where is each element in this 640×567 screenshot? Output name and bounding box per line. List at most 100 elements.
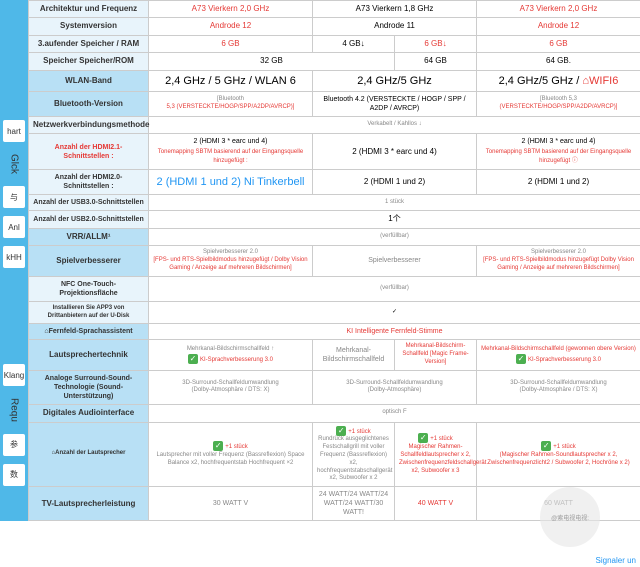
label-rom: Speicher Speicher/ROM xyxy=(29,53,149,70)
check-icon: ✓ xyxy=(418,433,428,443)
row-wlan: WLAN-Band 2,4 GHz / 5 GHz / WLAN 6 2,4 G… xyxy=(29,70,640,91)
cell-ram-d: 6 GB↓ xyxy=(395,35,477,52)
check-icon: ✓ xyxy=(541,441,551,451)
cell-ram-b: 6 GB xyxy=(149,35,313,52)
check-icon: ✓ xyxy=(213,441,223,451)
row-gameenh: Spielverbesserer Spielverbesserer 2.0[FP… xyxy=(29,246,640,276)
sidebar-item-hart[interactable]: hart xyxy=(3,120,25,142)
cell-sysver-b: Androde 12 xyxy=(149,18,313,35)
row-power: TV-Lautsprecherleistung 30 WATT V 24 WAT… xyxy=(29,487,640,521)
cell-bt-b: [Bluetooth5,3 (VERSTECKTE/HOGP/SPP/A2DP/… xyxy=(149,91,313,116)
label-app3rd: Installieren Sie APP3 von Drittanbietern… xyxy=(29,301,149,324)
row-speakers2: ⌂Anzahl der Lautsprecher ✓+1 stückLautsp… xyxy=(29,422,640,487)
row-bt: Bluetooth-Version [Bluetooth5,3 (VERSTEC… xyxy=(29,91,640,116)
sidebar-item-yu[interactable]: 与 xyxy=(3,186,25,208)
label-netmethod: Netzwerkverbindungsmethode xyxy=(29,117,149,134)
cell-speaker-d2: Mehrkanal-Bildschirmschallfeld (gewonnen… xyxy=(477,340,640,370)
row-vrr: VRR/ALLM¹ (verfüllbar) xyxy=(29,228,640,245)
spec-table-container: Architektur und Frequenz A73 Vierkern 2,… xyxy=(28,0,640,521)
cell-ram-d2: 6 GB xyxy=(477,35,640,52)
cell-speaker-d: Mehrkanal-Bildschirm-Schallfeld [Magic F… xyxy=(395,340,477,370)
cell-gameenh-d: Spielverbesserer 2.0[FPS- und RTS-Spielb… xyxy=(477,246,640,276)
cell-arch-c: A73 Vierkern 1,8 GHz xyxy=(313,1,477,18)
cell-speakers2-d2: ✓+1 stück(Magischer Rahmen-Soundlautspre… xyxy=(477,422,640,487)
cell-rom-c: 64 GB xyxy=(395,53,477,70)
row-hdmi21: Anzahl der HDMI2.1-Schnittstellen : 2 (H… xyxy=(29,134,640,170)
label-voice: ⌂Fernfeld-Sprachassistent xyxy=(29,324,149,340)
cell-power-b: 30 WATT V xyxy=(149,487,313,521)
cell-surround-d: 3D-Surround-Schallfeldumwandlung(Dolby-A… xyxy=(477,370,640,404)
sidebar-item-anl[interactable]: Anl xyxy=(3,216,25,238)
sidebar-item-requ[interactable]: Requ xyxy=(9,398,20,422)
cell-voice: KI Intelligente Fernfeld-Stimme xyxy=(149,324,640,340)
check-icon: ✓ xyxy=(336,426,346,436)
row-voice: ⌂Fernfeld-Sprachassistent KI Intelligent… xyxy=(29,324,640,340)
cell-gameenh-c: Spielverbesserer xyxy=(313,246,477,276)
cell-netmethod: Verkabelt / Kahllos ↓ xyxy=(149,117,640,134)
label-power: TV-Lautsprecherleistung xyxy=(29,487,149,521)
row-usb20: Anzahl der USB2.0-Schnittstellen 1个 xyxy=(29,211,640,228)
cell-usb30: 1 stück xyxy=(149,195,640,211)
cell-rom-b: 32 GB xyxy=(149,53,395,70)
check-icon: ✓ xyxy=(516,354,526,364)
cell-bt-c: Bluetooth 4.2 (VERSTECKTE / HOGP / SPP /… xyxy=(313,91,477,116)
cell-hdmi21-d: 2 (HDMI 3 * earc und 4)Tonemapping SBTM … xyxy=(477,134,640,170)
cell-usb20: 1个 xyxy=(149,211,640,228)
row-usb30: Anzahl der USB3.0-Schnittstellen 1 stück xyxy=(29,195,640,211)
cell-power-d: 40 WATT V xyxy=(395,487,477,521)
label-surround: Analoge Surround-Sound-Technologie (Soun… xyxy=(29,370,149,404)
cell-ram-c: 4 GB↓ xyxy=(313,35,395,52)
cell-gameenh-b: Spielverbesserer 2.0[FPS- und RTS-Spielb… xyxy=(149,246,313,276)
label-usb30: Anzahl der USB3.0-Schnittstellen xyxy=(29,195,149,211)
cell-arch-d: A73 Vierkern 2,0 GHz xyxy=(477,1,640,18)
label-nfc: NFC One-Touch-Projektionsfläche xyxy=(29,276,149,301)
spec-table: Architektur und Frequenz A73 Vierkern 2,… xyxy=(28,0,640,521)
cell-wlan-c: 2,4 GHz/5 GHz xyxy=(313,70,477,91)
sidebar: hart Glck 与 Anl kHH Klang Requ 参 数 xyxy=(0,0,28,521)
cell-app3rd: ✓ xyxy=(149,301,640,324)
cell-speakers2-b: ✓+1 stückLautsprecher mit voller Frequen… xyxy=(149,422,313,487)
sidebar-item-shu[interactable]: 数 xyxy=(3,464,25,486)
label-gameenh: Spielverbesserer xyxy=(29,246,149,276)
cell-hdmi21-c: 2 (HDMI 3 * earc und 4) xyxy=(313,134,477,170)
cell-rom-d: 64 GB. xyxy=(477,53,640,70)
label-wlan: WLAN-Band xyxy=(29,70,149,91)
row-app3rd: Installieren Sie APP3 von Drittanbietern… xyxy=(29,301,640,324)
cell-power-d2: 60 WATT xyxy=(477,487,640,521)
row-digaudio: Digitales Audiointerface optisch F xyxy=(29,405,640,422)
sidebar-item-glck[interactable]: Glck xyxy=(9,154,20,174)
cell-speaker-b: Mehrkanal-Bildschirmschallfeld ↑✓KI-Spra… xyxy=(149,340,313,370)
row-arch: Architektur und Frequenz A73 Vierkern 2,… xyxy=(29,1,640,18)
cell-wlan-b: 2,4 GHz / 5 GHz / WLAN 6 xyxy=(149,70,313,91)
cell-speakers2-d: ✓+1 stückMagischer Rahmen-Schallfeldlaut… xyxy=(395,422,477,487)
label-sysver: Systemversion xyxy=(29,18,149,35)
sidebar-item-kh[interactable]: kHH xyxy=(3,246,25,268)
cell-hdmi20-b: 2 (HDMI 1 und 2) Ni Tinkerbell xyxy=(149,170,313,195)
label-digaudio: Digitales Audiointerface xyxy=(29,405,149,422)
cell-power-c: 24 WATT/24 WATT/24 WATT/24 WATT/30 WATT! xyxy=(313,487,395,521)
row-nfc: NFC One-Touch-Projektionsfläche (verfüll… xyxy=(29,276,640,301)
sidebar-item-klang[interactable]: Klang xyxy=(3,364,25,386)
cell-sysver-c: Androde 11 xyxy=(313,18,477,35)
sidebar-item-can[interactable]: 参 xyxy=(3,434,25,456)
cell-bt-d: [Bluetooth 5,3(VERSTECKTE/HOGP/SPP/A2DP/… xyxy=(477,91,640,116)
footer-report-link[interactable]: Signaler un xyxy=(596,556,636,565)
cell-hdmi20-d: 2 (HDMI 1 und 2) xyxy=(477,170,640,195)
label-bt: Bluetooth-Version xyxy=(29,91,149,116)
label-hdmi20: Anzahl der HDMI2.0-Schnittstellen : xyxy=(29,170,149,195)
cell-nfc: (verfüllbar) xyxy=(149,276,640,301)
label-vrr: VRR/ALLM¹ xyxy=(29,228,149,245)
cell-speaker-c: Mehrkanal-Bildschirmschallfeld xyxy=(313,340,395,370)
cell-sysver-d: Androde 12 xyxy=(477,18,640,35)
row-rom: Speicher Speicher/ROM 32 GB 64 GB 64 GB. xyxy=(29,53,640,70)
cell-hdmi21-b: 2 (HDMI 3 * earc und 4)Tonemapping SBTM … xyxy=(149,134,313,170)
row-speaker: Lautsprechertechnik Mehrkanal-Bildschirm… xyxy=(29,340,640,370)
label-speakers2: ⌂Anzahl der Lautsprecher xyxy=(29,422,149,487)
cell-speakers2-c: ✓+1 stückRundrück ausgeglichtenes Festsc… xyxy=(313,422,395,487)
cell-digaudio: optisch F xyxy=(149,405,640,422)
row-netmethod: Netzwerkverbindungsmethode Verkabelt / K… xyxy=(29,117,640,134)
label-arch: Architektur und Frequenz xyxy=(29,1,149,18)
row-hdmi20: Anzahl der HDMI2.0-Schnittstellen : 2 (H… xyxy=(29,170,640,195)
cell-surround-b: 3D-Surround-Schallfeldumwandlung(Dolby-A… xyxy=(149,370,313,404)
cell-vrr: (verfüllbar) xyxy=(149,228,640,245)
